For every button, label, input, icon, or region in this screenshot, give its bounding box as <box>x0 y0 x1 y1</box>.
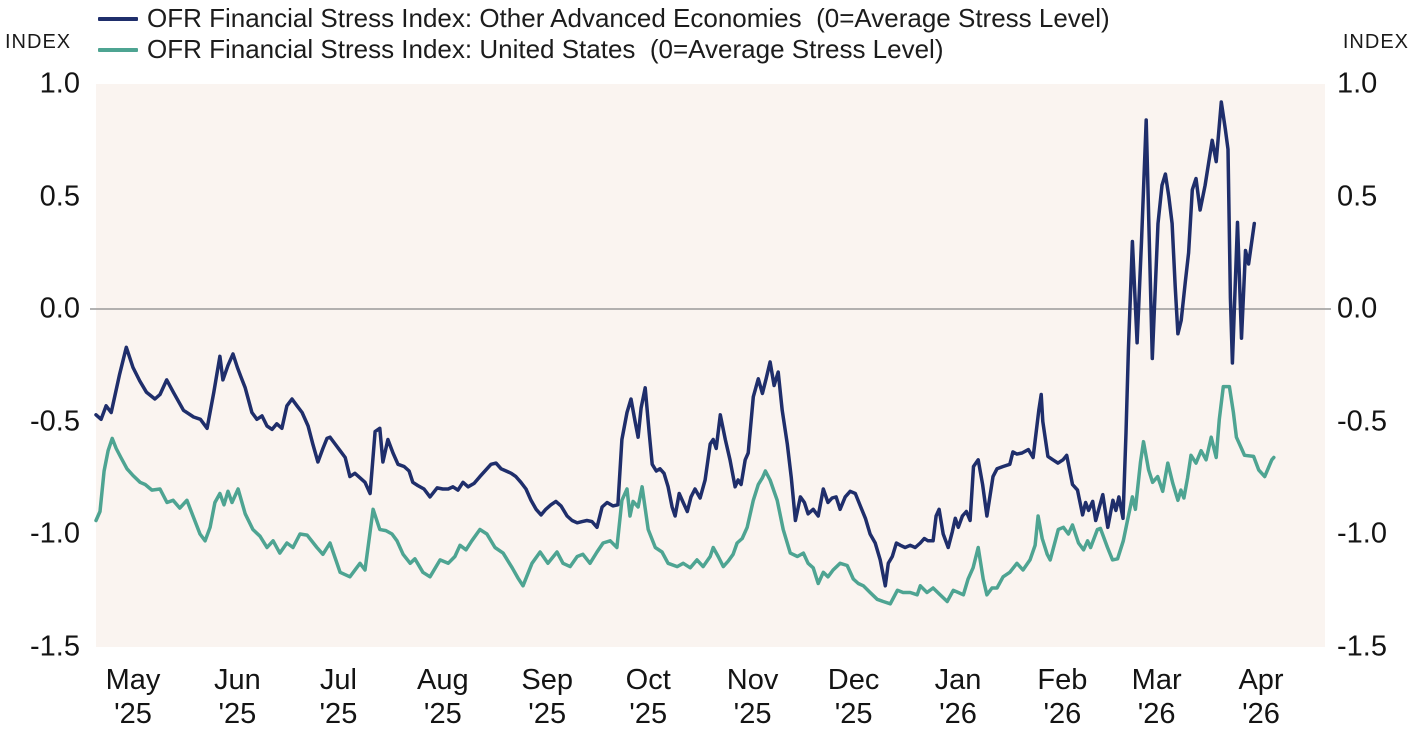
x-tick-month: Aug <box>417 664 469 696</box>
legend-line-swatch-navy-icon <box>98 16 138 21</box>
x-tick-month: Jun <box>214 664 261 696</box>
plot-background <box>96 84 1325 647</box>
legend-item-united-states: OFR Financial Stress Index: United State… <box>98 34 1110 65</box>
x-tick-label: Aug '25 <box>417 663 469 731</box>
x-tick-label: Jun '25 <box>214 663 261 731</box>
x-tick-month: Sep <box>521 664 573 696</box>
legend-item-other-advanced-economies: OFR Financial Stress Index: Other Advanc… <box>98 3 1110 34</box>
right-axis-title: INDEX <box>1342 31 1409 53</box>
x-tick-label: Oct '25 <box>626 663 671 731</box>
x-tick-year: '25 <box>319 698 358 730</box>
y-tick-label: -1.5 <box>30 630 80 662</box>
x-tick-month: Mar <box>1131 664 1182 696</box>
left-axis-title: INDEX <box>5 31 72 53</box>
y-tick-label: 0.0 <box>1337 292 1378 325</box>
y-tick-label: -0.5 <box>30 405 80 437</box>
x-tick-label: Jan '26 <box>935 663 982 731</box>
legend-label: OFR Financial Stress Index: Other Advanc… <box>147 3 1110 33</box>
x-tick-label: Apr '26 <box>1238 663 1283 731</box>
x-tick-year: '26 <box>1137 698 1176 730</box>
legend-line-swatch-teal-icon <box>98 47 138 52</box>
x-tick-month: Dec <box>827 664 880 696</box>
y-tick-label: 0.5 <box>1337 180 1378 212</box>
x-tick-year: '25 <box>528 698 567 730</box>
x-tick-month: Jan <box>934 664 982 696</box>
x-tick-year: '25 <box>423 698 462 730</box>
y-tick-label: 1.0 <box>39 67 80 100</box>
legend: OFR Financial Stress Index: Other Advanc… <box>98 3 1110 65</box>
x-tick-year: '26 <box>1043 698 1082 730</box>
x-tick-label: Dec '25 <box>828 663 880 731</box>
y-tick-label: 1.0 <box>1337 67 1378 100</box>
y-axis-left: 1.0 0.5 0.0 -0.5 -1.0 -1.5 <box>0 0 82 737</box>
series-line-united-states <box>94 384 1276 606</box>
x-tick-label: Nov '25 <box>727 663 779 731</box>
x-tick-label: Sep '25 <box>521 663 573 731</box>
y-tick-label: 0.5 <box>39 180 80 212</box>
x-tick-label: Jul '25 <box>320 663 358 731</box>
x-tick-month: Apr <box>1238 664 1284 696</box>
x-tick-year: '25 <box>629 698 668 730</box>
x-tick-year: '25 <box>114 698 152 730</box>
x-tick-label: Feb '26 <box>1037 663 1087 731</box>
x-tick-month: Oct <box>625 664 671 696</box>
legend-label: OFR Financial Stress Index: United State… <box>147 34 944 64</box>
x-tick-month: May <box>105 664 161 696</box>
y-tick-label: 0.0 <box>39 292 80 325</box>
series-line-other-advanced-economies <box>94 100 1257 588</box>
x-tick-year: '25 <box>834 698 873 730</box>
x-tick-year: '26 <box>939 698 977 730</box>
y-tick-label: -1.5 <box>1337 630 1387 662</box>
y-axis-right: 1.0 0.5 0.0 -0.5 -1.0 -1.5 <box>1337 0 1414 737</box>
x-tick-year: '25 <box>733 698 772 730</box>
x-tick-label: May '25 <box>106 663 161 731</box>
x-tick-month: Nov <box>726 664 779 696</box>
y-tick-label: -0.5 <box>1337 405 1387 437</box>
x-tick-year: '26 <box>1242 698 1280 730</box>
x-tick-label: Mar '26 <box>1132 663 1182 731</box>
y-tick-label: -1.0 <box>30 517 80 550</box>
x-tick-month: Feb <box>1037 664 1088 696</box>
y-tick-label: -1.0 <box>1337 517 1387 550</box>
x-tick-year: '25 <box>218 698 257 730</box>
x-tick-month: Jul <box>319 664 357 696</box>
